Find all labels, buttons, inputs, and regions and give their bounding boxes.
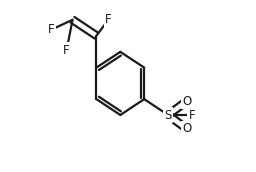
Text: F: F	[48, 23, 55, 36]
Text: F: F	[189, 109, 195, 121]
Text: F: F	[63, 44, 70, 57]
Text: S: S	[164, 109, 172, 121]
Text: O: O	[182, 94, 191, 108]
Text: O: O	[182, 122, 191, 136]
Text: F: F	[105, 13, 112, 26]
